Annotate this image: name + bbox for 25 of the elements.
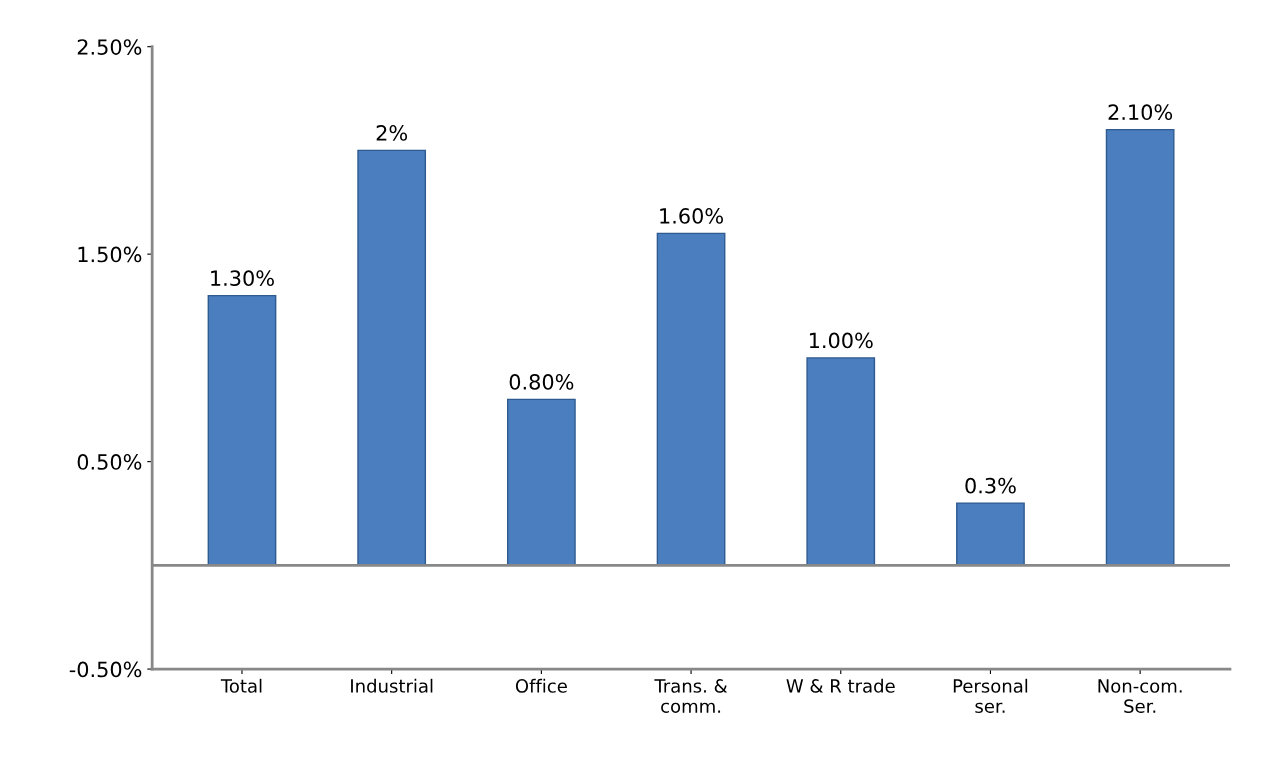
x-tick-label: W & R trade bbox=[786, 678, 895, 693]
bar bbox=[207, 294, 277, 567]
x-tick-label: Personal ser. bbox=[953, 678, 1028, 713]
x-tick-label: Total bbox=[220, 678, 262, 693]
bar bbox=[506, 398, 576, 567]
data-label: 1.60% bbox=[660, 208, 723, 224]
y-tick-label: -0.50% bbox=[69, 661, 142, 678]
data-label: 2% bbox=[376, 125, 408, 141]
bar bbox=[357, 149, 427, 567]
x-tick-label: Non-com. Ser. bbox=[1098, 679, 1182, 713]
y-tick-label: 0.50% bbox=[77, 454, 142, 470]
x-tick-label: Industrial bbox=[351, 678, 433, 693]
bar bbox=[656, 232, 726, 567]
data-label: 1.00% bbox=[809, 332, 873, 349]
data-label: 1.30% bbox=[211, 270, 274, 287]
x-tick-label: Office bbox=[515, 678, 567, 693]
data-label: 2.10% bbox=[1108, 104, 1173, 121]
y-tick-label: 1.50% bbox=[78, 246, 142, 263]
x-tick-label: Trans. & comm. bbox=[654, 679, 728, 713]
data-label: 0.80% bbox=[509, 374, 574, 390]
bar bbox=[1105, 128, 1175, 567]
y-tick-label: 2.50% bbox=[77, 39, 142, 55]
data-label: 0.3% bbox=[965, 477, 1016, 494]
bar bbox=[956, 502, 1025, 567]
bar bbox=[806, 357, 876, 567]
